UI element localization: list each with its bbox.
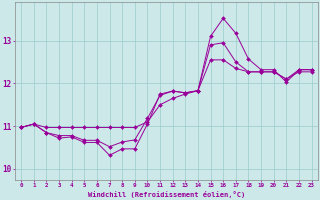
X-axis label: Windchill (Refroidissement éolien,°C): Windchill (Refroidissement éolien,°C) [88, 191, 245, 198]
